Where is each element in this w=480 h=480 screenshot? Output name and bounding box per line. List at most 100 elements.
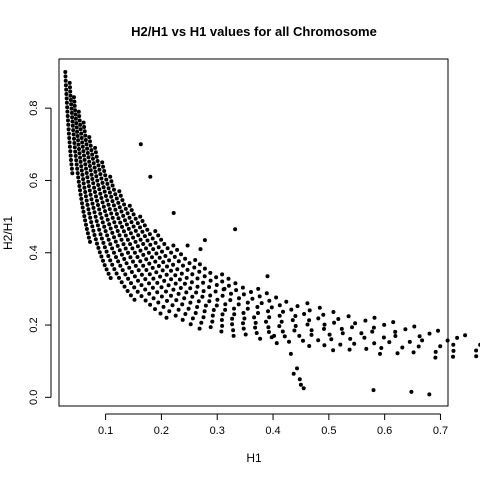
data-point — [242, 316, 247, 321]
data-point — [111, 203, 116, 208]
data-point — [81, 120, 86, 125]
data-point — [199, 320, 204, 325]
data-point — [160, 268, 165, 273]
data-point — [455, 335, 460, 340]
data-point — [146, 250, 151, 255]
data-point — [339, 326, 344, 331]
data-point — [113, 192, 118, 197]
data-point — [133, 216, 138, 221]
data-point — [163, 254, 168, 258]
x-tick-label: 0.4 — [265, 425, 280, 437]
data-point — [87, 135, 92, 140]
data-point — [416, 344, 421, 349]
data-point — [139, 272, 144, 277]
data-point — [132, 274, 137, 279]
data-point — [230, 322, 235, 327]
data-point — [87, 211, 92, 216]
data-point — [226, 283, 231, 288]
data-point — [181, 263, 185, 268]
data-point — [171, 262, 176, 267]
data-point — [193, 258, 198, 262]
x-tick-label: 0.2 — [154, 425, 169, 437]
data-point — [81, 181, 86, 186]
data-point — [279, 319, 284, 324]
data-point — [393, 334, 398, 338]
data-point — [145, 238, 150, 243]
data-point — [126, 226, 131, 231]
data-point — [233, 281, 238, 286]
data-point — [213, 289, 218, 294]
data-point — [350, 325, 354, 330]
data-point — [82, 214, 87, 219]
data-point — [92, 165, 97, 170]
data-point — [420, 338, 425, 343]
data-point — [109, 211, 114, 216]
data-point — [76, 179, 81, 184]
data-point — [73, 108, 78, 113]
data-point — [65, 109, 70, 114]
data-point — [63, 83, 68, 88]
data-point — [327, 332, 332, 337]
data-point — [147, 291, 152, 296]
data-point — [108, 258, 113, 263]
data-point — [91, 161, 96, 166]
data-point — [95, 178, 100, 183]
data-point — [180, 302, 185, 307]
data-point — [290, 318, 295, 323]
data-point — [140, 219, 145, 223]
data-point — [372, 341, 377, 346]
data-point — [83, 218, 88, 223]
data-point — [88, 192, 93, 197]
data-point — [173, 281, 178, 286]
chart-title: H2/H1 vs H1 values for all Chromosome — [131, 24, 377, 39]
data-point — [169, 277, 174, 282]
data-point — [307, 318, 312, 323]
data-point — [190, 316, 195, 321]
data-point — [117, 189, 122, 194]
data-point — [173, 273, 178, 278]
data-point — [175, 247, 180, 252]
data-point — [105, 233, 110, 238]
data-point — [237, 296, 241, 301]
data-point — [153, 240, 158, 245]
data-point — [159, 237, 164, 242]
data-point — [214, 275, 219, 280]
data-point — [74, 158, 79, 163]
data-point — [269, 305, 274, 310]
data-point — [104, 177, 109, 182]
data-point — [264, 319, 268, 324]
data-point — [66, 127, 71, 132]
data-point — [280, 329, 285, 334]
data-point — [184, 275, 189, 280]
data-point — [118, 220, 123, 225]
data-point — [126, 250, 130, 255]
data-point — [66, 131, 71, 136]
data-point — [63, 78, 68, 83]
data-point — [371, 388, 376, 393]
data-point — [411, 350, 416, 355]
data-point — [64, 87, 69, 92]
data-point — [322, 322, 327, 327]
data-point — [189, 280, 194, 285]
data-point — [438, 344, 443, 349]
data-point — [85, 146, 90, 151]
data-point — [362, 335, 367, 340]
data-point — [293, 314, 298, 318]
data-point — [86, 235, 91, 240]
data-point — [90, 156, 95, 161]
data-point — [97, 250, 102, 255]
data-point — [329, 337, 334, 342]
data-point — [129, 220, 134, 225]
data-point — [277, 324, 282, 329]
data-point — [387, 340, 392, 345]
data-point — [219, 318, 224, 322]
data-point — [148, 242, 153, 247]
data-point — [101, 204, 106, 209]
x-tick-label: 0.6 — [377, 425, 392, 437]
data-point — [116, 200, 121, 205]
data-point — [80, 140, 85, 145]
data-point — [159, 294, 164, 299]
data-point — [123, 206, 128, 211]
data-point — [87, 159, 92, 164]
